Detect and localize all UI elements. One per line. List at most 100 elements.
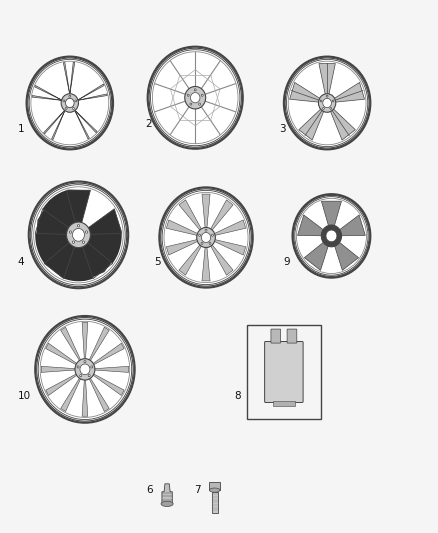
Polygon shape	[304, 241, 328, 270]
Polygon shape	[35, 233, 70, 263]
Ellipse shape	[67, 222, 90, 248]
Polygon shape	[74, 110, 97, 133]
Polygon shape	[202, 246, 210, 281]
Ellipse shape	[323, 99, 332, 108]
Ellipse shape	[75, 359, 95, 380]
Ellipse shape	[332, 100, 334, 102]
Polygon shape	[60, 377, 81, 411]
Text: 9: 9	[283, 257, 290, 267]
FancyBboxPatch shape	[265, 342, 303, 402]
Polygon shape	[162, 484, 172, 504]
Ellipse shape	[284, 56, 371, 149]
Polygon shape	[92, 343, 124, 365]
FancyBboxPatch shape	[271, 329, 281, 343]
Polygon shape	[166, 239, 199, 255]
Ellipse shape	[209, 243, 211, 244]
Polygon shape	[35, 209, 69, 235]
Text: 1: 1	[18, 124, 25, 134]
Ellipse shape	[212, 234, 213, 236]
Text: 4: 4	[18, 257, 25, 267]
Polygon shape	[330, 109, 355, 140]
Ellipse shape	[73, 108, 74, 109]
Ellipse shape	[197, 228, 215, 247]
Polygon shape	[334, 241, 359, 270]
Polygon shape	[35, 85, 62, 100]
Ellipse shape	[27, 56, 113, 149]
Ellipse shape	[66, 99, 74, 108]
Ellipse shape	[318, 94, 336, 112]
Ellipse shape	[75, 100, 77, 102]
Ellipse shape	[201, 243, 203, 244]
Polygon shape	[166, 220, 199, 236]
Polygon shape	[179, 200, 202, 231]
Ellipse shape	[29, 181, 128, 288]
Polygon shape	[42, 190, 75, 228]
Ellipse shape	[326, 95, 328, 97]
Ellipse shape	[69, 231, 71, 233]
Bar	[212, 492, 218, 513]
Ellipse shape	[159, 188, 253, 288]
Ellipse shape	[65, 108, 67, 109]
Polygon shape	[64, 246, 93, 281]
Polygon shape	[67, 190, 90, 223]
Ellipse shape	[185, 86, 206, 109]
Ellipse shape	[78, 224, 80, 227]
Ellipse shape	[80, 375, 82, 377]
Text: 10: 10	[18, 391, 31, 401]
Polygon shape	[210, 244, 233, 275]
Text: 2: 2	[145, 119, 152, 129]
Ellipse shape	[35, 316, 134, 423]
Ellipse shape	[61, 94, 78, 112]
Polygon shape	[88, 327, 109, 362]
Polygon shape	[77, 94, 107, 100]
Ellipse shape	[148, 47, 243, 149]
Polygon shape	[299, 109, 324, 140]
Ellipse shape	[198, 103, 201, 105]
Polygon shape	[93, 366, 129, 373]
Ellipse shape	[85, 231, 88, 233]
Polygon shape	[46, 343, 78, 365]
Polygon shape	[87, 233, 122, 263]
Ellipse shape	[82, 241, 85, 244]
Bar	[209, 482, 220, 490]
Polygon shape	[202, 194, 210, 230]
Ellipse shape	[330, 108, 332, 109]
Polygon shape	[32, 95, 62, 100]
Polygon shape	[297, 215, 325, 236]
Polygon shape	[339, 215, 365, 236]
Polygon shape	[77, 84, 104, 100]
Polygon shape	[210, 200, 233, 231]
Polygon shape	[82, 242, 113, 279]
Ellipse shape	[161, 501, 173, 506]
Text: 7: 7	[194, 485, 201, 495]
Ellipse shape	[80, 364, 90, 375]
Polygon shape	[213, 239, 246, 255]
Polygon shape	[74, 110, 89, 139]
Ellipse shape	[72, 229, 85, 241]
Ellipse shape	[194, 89, 196, 91]
Polygon shape	[44, 110, 65, 134]
Bar	[247, 325, 321, 419]
Ellipse shape	[187, 94, 189, 96]
Polygon shape	[46, 374, 78, 395]
Bar	[273, 401, 295, 406]
Polygon shape	[321, 201, 342, 227]
Ellipse shape	[63, 100, 65, 102]
Polygon shape	[88, 209, 122, 235]
Polygon shape	[334, 83, 364, 102]
Polygon shape	[88, 377, 109, 411]
Ellipse shape	[191, 93, 200, 103]
Ellipse shape	[190, 103, 192, 105]
Ellipse shape	[88, 375, 90, 377]
FancyBboxPatch shape	[287, 329, 297, 343]
Text: 5: 5	[154, 257, 161, 267]
Ellipse shape	[199, 234, 201, 236]
Polygon shape	[290, 83, 321, 102]
Ellipse shape	[321, 225, 342, 247]
Polygon shape	[60, 327, 81, 362]
Polygon shape	[41, 366, 77, 373]
Ellipse shape	[69, 95, 71, 97]
Polygon shape	[82, 322, 88, 360]
Polygon shape	[213, 220, 246, 236]
Ellipse shape	[209, 488, 220, 492]
